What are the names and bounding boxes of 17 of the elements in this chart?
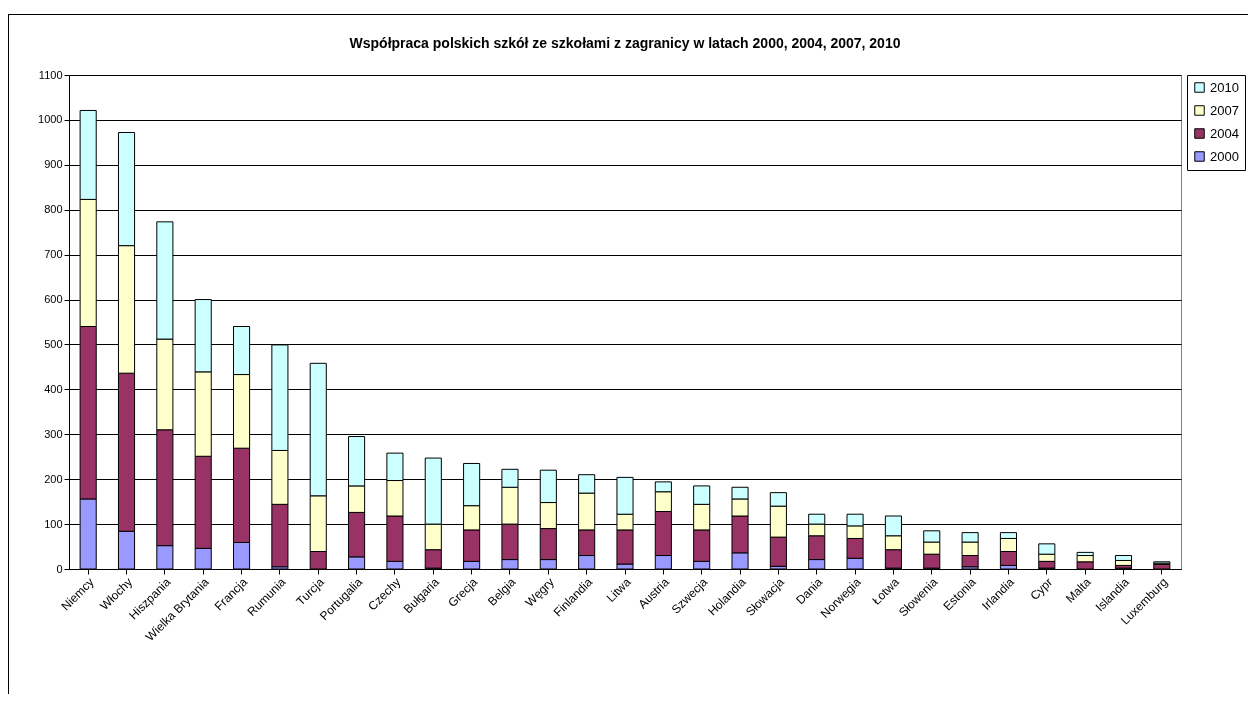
legend-label: 2000 [1210, 148, 1239, 164]
y-tick-label: 1100 [38, 68, 63, 81]
y-tick-label: 400 [44, 382, 63, 395]
y-tick-label: 300 [44, 427, 63, 440]
y-tick-label: 200 [44, 472, 63, 485]
y-tick-label: 900 [44, 158, 63, 171]
legend-label: 2007 [1210, 102, 1239, 118]
chart-title: Współpraca polskich szkół ze szkołami z zagranicy w latach 2000, 2004, 2007, 2010 [349, 35, 901, 51]
y-tick-label: 1000 [38, 113, 63, 126]
legend-label: 2004 [1210, 125, 1239, 141]
y-tick-label: 800 [44, 203, 63, 216]
y-tick-label: 600 [44, 293, 63, 306]
y-tick-label: 500 [44, 337, 63, 350]
y-tick-label: 700 [44, 248, 63, 261]
y-tick-label: 0 [56, 562, 63, 575]
y-tick-label: 100 [44, 517, 63, 530]
legend-label: 2010 [1210, 79, 1239, 95]
